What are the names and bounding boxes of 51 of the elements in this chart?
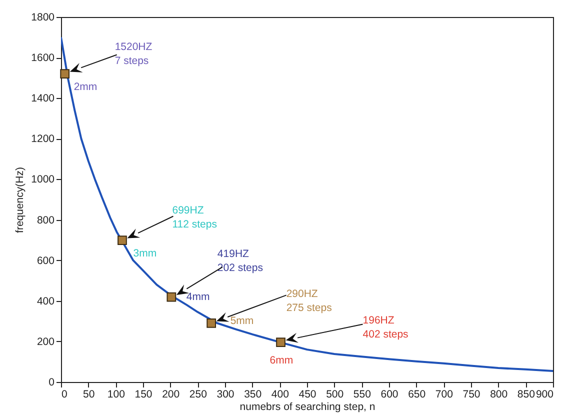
point <box>206 318 216 328</box>
y-tick-label: 600 <box>36 254 55 267</box>
annotation: 7 steps <box>114 54 149 67</box>
y-tick-label: 1800 <box>31 12 55 24</box>
x-tick-label: 200 <box>162 388 180 400</box>
annotation: 275 steps <box>286 302 332 314</box>
x-tick-label: 600 <box>380 388 398 400</box>
point <box>166 292 176 302</box>
x-tick-label: 500 <box>326 388 344 400</box>
y-tick-label: 1600 <box>31 52 55 64</box>
annotation: 402 steps <box>362 328 408 340</box>
annotation: 4mm <box>186 291 210 304</box>
x-axis-title: numebrs of searching step, n <box>240 401 376 413</box>
annotation: 2mm <box>74 80 98 93</box>
x-tick-label: 800 <box>490 388 508 400</box>
point <box>276 338 286 347</box>
y-tick-label: 1000 <box>31 174 55 186</box>
x-tick-label: 750 <box>462 388 480 400</box>
annotation: 5mm <box>230 315 254 328</box>
annotation: 290HZ <box>286 288 318 300</box>
x-tick-label: 0 <box>62 388 68 400</box>
annotation: 1520HZ <box>114 40 153 53</box>
x-tick-label: 50 <box>82 388 95 400</box>
point <box>60 69 70 78</box>
line-series <box>61 36 553 372</box>
x-tick-label: 300 <box>216 388 234 400</box>
x-tick-label: 550 <box>353 388 372 400</box>
x-tick-label: 850 <box>517 388 536 400</box>
x-tick-label: 100 <box>107 388 126 400</box>
annotation: 699HZ <box>172 204 204 216</box>
x-tick-label: 350 <box>244 388 262 400</box>
x-tick-label: 450 <box>298 388 316 400</box>
y-tick-label: 1200 <box>31 133 55 146</box>
x-tick-label: 650 <box>408 388 426 400</box>
x-tick-label: 400 <box>271 388 290 400</box>
y-tick-label: 400 <box>36 295 55 308</box>
annotation: 3mm <box>133 247 157 260</box>
annotation: 196HZ <box>362 314 395 326</box>
y-tick-label: 800 <box>36 214 55 226</box>
y-axis-title: frequency(Hz) <box>14 167 26 233</box>
y-tick-label: 200 <box>36 336 55 348</box>
y-tick-label: 1400 <box>31 92 55 105</box>
x-tick-label: 150 <box>134 388 152 400</box>
annotation: 6mm <box>270 354 294 366</box>
annotation: 112 steps <box>172 218 217 230</box>
y-tick-label: 0 <box>48 376 55 388</box>
annotation: 419HZ <box>217 248 250 260</box>
x-tick-label: 250 <box>189 388 208 400</box>
point <box>118 236 127 245</box>
x-tick-label: 700 <box>435 388 454 400</box>
x-tick-label: 900 <box>536 388 554 400</box>
